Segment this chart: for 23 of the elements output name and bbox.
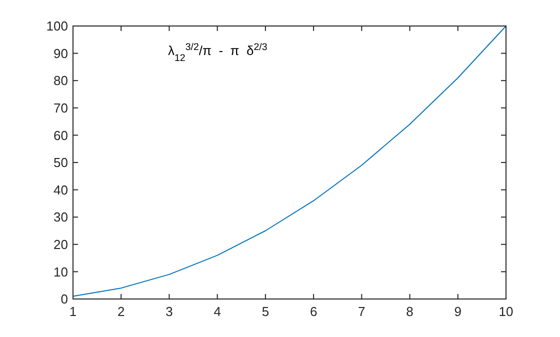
y-tick-label: 100 <box>46 18 68 34</box>
x-tick-label: 8 <box>406 304 414 319</box>
y-tick-label: 10 <box>54 264 68 280</box>
y-tick-label: 60 <box>54 128 68 143</box>
x-tick-label: 3 <box>166 304 173 319</box>
x-tick-label: 6 <box>310 304 318 319</box>
x-tick-label: 4 <box>214 304 221 319</box>
x-tick-label: 2 <box>117 304 125 319</box>
line-series <box>72 26 506 297</box>
y-tick-label: 40 <box>54 182 68 198</box>
y-tick-label: 0 <box>60 292 68 307</box>
y-tick-label: 30 <box>54 210 68 225</box>
x-tick-label: 9 <box>454 304 462 319</box>
x-tick-label: 5 <box>262 304 270 319</box>
y-tick-label: 70 <box>54 100 68 116</box>
x-tick-label: 1 <box>69 304 77 319</box>
y-tick-label: 90 <box>54 46 68 61</box>
annotation: λ$_{12}$$^{3/2}$/π - π δ$^{2/3}$ <box>168 42 268 64</box>
y-tick-label: 20 <box>54 236 68 252</box>
y-tick-label: 50 <box>54 155 68 170</box>
x-tick-label: 10 <box>498 304 514 319</box>
x-tick-label: 7 <box>358 304 366 319</box>
y-tick-label: 80 <box>54 73 68 88</box>
